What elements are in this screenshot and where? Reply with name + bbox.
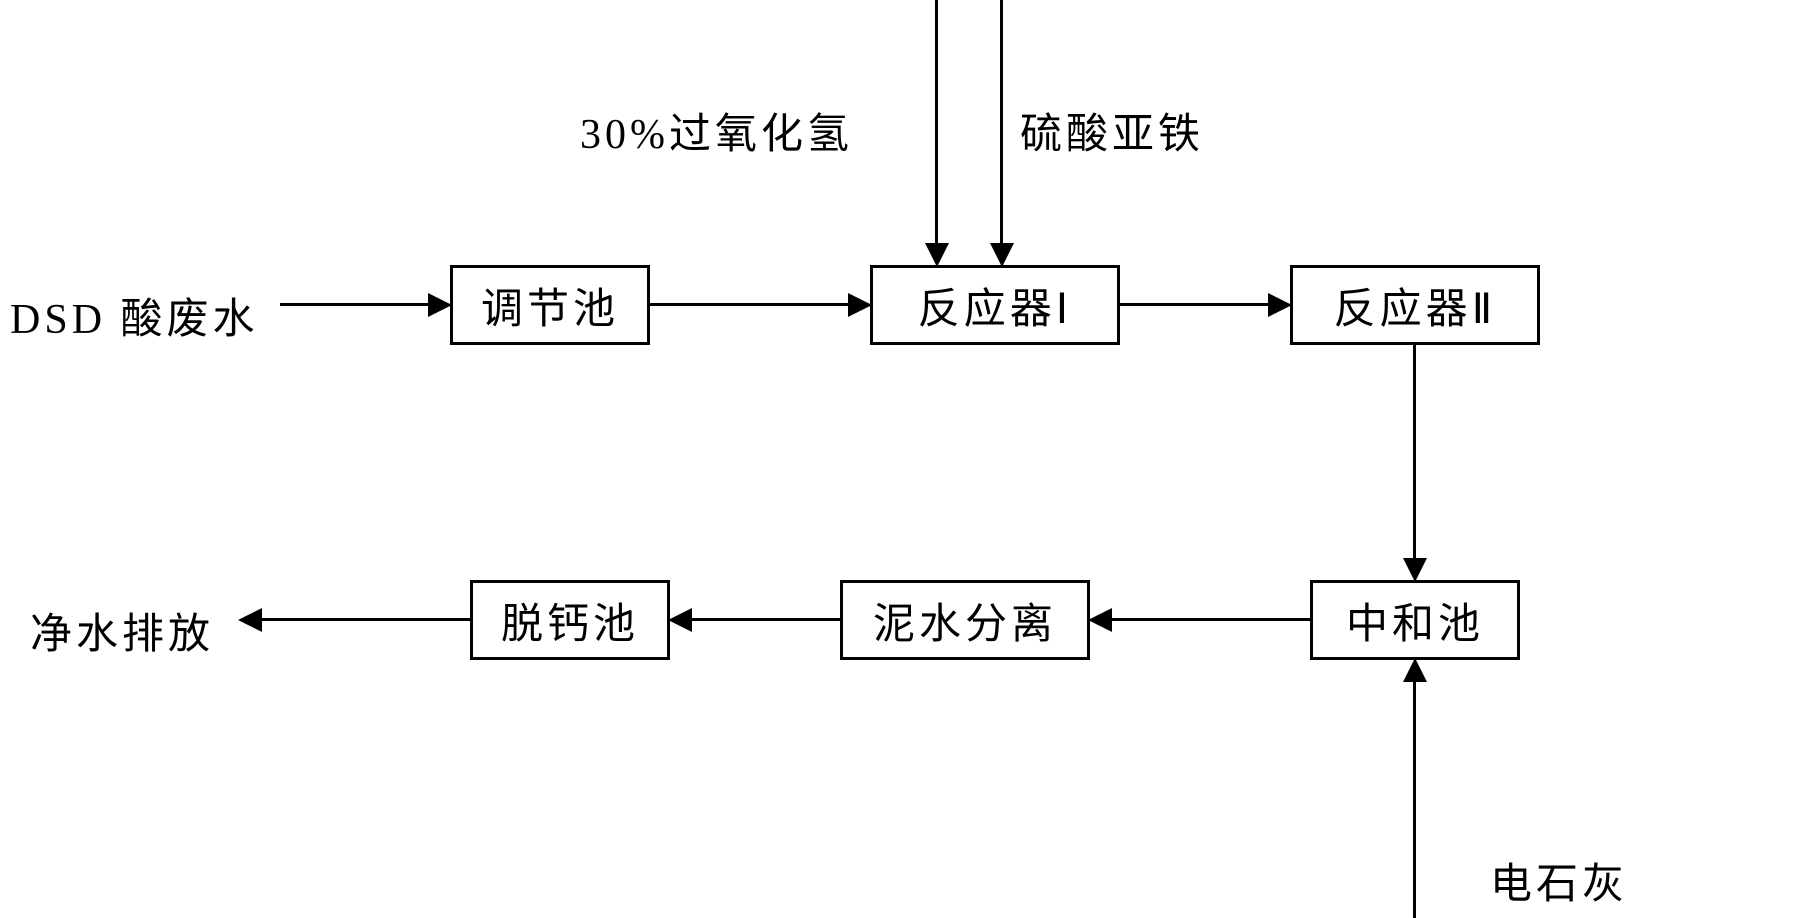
- arrow-tank-to-r1: [650, 303, 850, 306]
- ferrous-arrow-line: [1000, 0, 1003, 245]
- peroxide-arrow-line: [935, 0, 938, 245]
- arrow-r2-to-neutralize: [1413, 345, 1416, 560]
- arrow-tank-to-r1-head: [848, 293, 872, 317]
- carbide-lime-label: 电石灰: [1490, 850, 1628, 911]
- arrow-neutralize-to-mud: [1110, 618, 1310, 621]
- arrow-decalcify-to-output: [260, 618, 470, 621]
- clean-water-output-label: 净水排放: [30, 600, 214, 661]
- arrow-dsd-to-tank: [280, 303, 430, 306]
- reactor-1-box: 反应器Ⅰ: [870, 265, 1120, 345]
- decalcify-tank-box: 脱钙池: [470, 580, 670, 660]
- mud-separation-box: 泥水分离: [840, 580, 1090, 660]
- neutralize-tank-box: 中和池: [1310, 580, 1520, 660]
- reactor-2-box: 反应器Ⅱ: [1290, 265, 1540, 345]
- ferrous-arrow-head: [990, 243, 1014, 267]
- mud-separation-label: 泥水分离: [873, 590, 1057, 651]
- dsd-input-label: DSD 酸废水: [10, 285, 259, 346]
- arrow-r1-to-r2-head: [1268, 293, 1292, 317]
- arrow-carbide-to-neutralize-head: [1403, 658, 1427, 682]
- neutralize-tank-label: 中和池: [1346, 590, 1484, 651]
- reactor-1-label: 反应器Ⅰ: [918, 275, 1072, 336]
- peroxide-input-label: 30%过氧化氢: [580, 100, 853, 161]
- arrow-neutralize-to-mud-head: [1088, 608, 1112, 632]
- arrow-decalcify-to-output-head: [238, 608, 262, 632]
- arrow-carbide-to-neutralize: [1413, 680, 1416, 918]
- arrow-r2-to-neutralize-head: [1403, 558, 1427, 582]
- arrow-dsd-to-tank-head: [428, 293, 452, 317]
- decalcify-tank-label: 脱钙池: [501, 590, 639, 651]
- regulating-tank-label: 调节池: [481, 275, 619, 336]
- arrow-mud-to-decalcify: [690, 618, 840, 621]
- regulating-tank-box: 调节池: [450, 265, 650, 345]
- arrow-mud-to-decalcify-head: [668, 608, 692, 632]
- reactor-2-label: 反应器Ⅱ: [1334, 275, 1497, 336]
- peroxide-arrow-head: [925, 243, 949, 267]
- arrow-r1-to-r2: [1120, 303, 1270, 306]
- ferrous-input-label: 硫酸亚铁: [1020, 100, 1204, 161]
